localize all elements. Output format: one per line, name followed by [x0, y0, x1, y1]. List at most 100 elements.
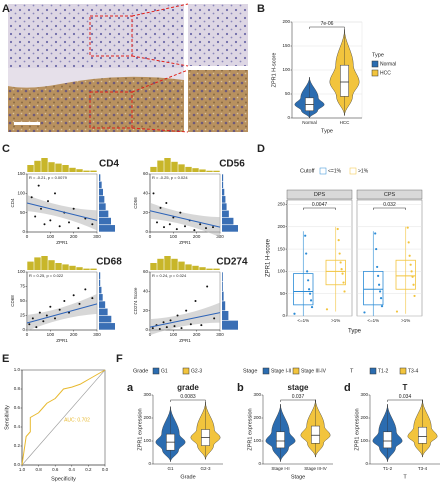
y-tick-label: 0 [258, 461, 261, 466]
box [325, 259, 346, 286]
point [193, 229, 196, 232]
box [340, 64, 349, 97]
panel-label: A [2, 3, 10, 15]
x-tick-label: 100 [170, 234, 178, 239]
histogram-bar [222, 320, 238, 330]
histology-stroma [8, 68, 184, 88]
point [49, 219, 52, 222]
point [212, 226, 214, 229]
histogram-bar [222, 181, 224, 189]
y-tick-label: 0.2 [14, 443, 21, 448]
histogram-bar [99, 188, 103, 196]
y-tick-label: 0.4 [14, 424, 21, 429]
histogram-bar [222, 291, 224, 301]
x-tick-label: 200 [193, 332, 201, 337]
point [54, 317, 56, 320]
legend-title: Type [372, 52, 384, 58]
x-axis-title: ZPR1 [56, 240, 68, 245]
y-tick-label: 200 [360, 415, 368, 420]
significance-bracket [387, 399, 423, 402]
histogram-bar [222, 281, 223, 292]
histogram-bar [27, 165, 34, 172]
correlation-label: R = -0.25, p = 0.024 [152, 175, 188, 180]
histogram-bar [222, 203, 227, 210]
point [43, 223, 46, 226]
x-tick-label: T3-4 [418, 466, 428, 471]
y-tick-label: 100 [360, 438, 368, 443]
legend-label: G1 [161, 368, 168, 374]
histogram-bar [185, 264, 192, 270]
point [308, 292, 312, 295]
point [30, 196, 33, 199]
panel-label: B [257, 3, 265, 15]
legend-label: Stage III-IV [301, 368, 327, 374]
point [38, 311, 41, 314]
histogram-bar [99, 308, 108, 316]
point [72, 294, 75, 297]
histogram-bar [150, 166, 157, 172]
point [338, 252, 341, 255]
y-tick-label: 75 [20, 284, 26, 289]
x-tick-label: <=1% [297, 318, 309, 323]
legend-swatch [292, 367, 300, 375]
y-tick-label: 200 [143, 415, 151, 420]
legend-label: <=1% [328, 168, 342, 174]
point [184, 225, 186, 228]
histogram-bar [99, 217, 111, 225]
x-tick-label: >1% [331, 318, 340, 323]
x-tick-label: T1-2 [383, 466, 393, 471]
zoom-guides [89, 3, 189, 133]
point [158, 328, 161, 331]
strip [286, 189, 353, 200]
legend-swatch [371, 60, 379, 68]
histogram-bar [55, 263, 62, 270]
point [194, 300, 197, 302]
histogram-bar [222, 174, 224, 181]
histogram-bar [34, 160, 41, 172]
histogram-bar [171, 258, 178, 270]
p-value: 0.037 [292, 394, 305, 400]
p-value: 7e-06 [321, 21, 334, 27]
y-tick-label: 50 [285, 91, 291, 96]
point [47, 200, 49, 203]
point [169, 319, 172, 322]
y-axis-title: Sensitivity [4, 405, 10, 430]
point [163, 226, 165, 229]
point [310, 305, 314, 309]
point [91, 223, 94, 226]
point [410, 270, 413, 273]
zoom-line [131, 127, 189, 133]
strip [356, 189, 423, 200]
chart-title: CD4 [99, 159, 119, 170]
box [363, 270, 384, 306]
point [306, 270, 309, 273]
roc-curve [21, 369, 106, 466]
point [412, 283, 415, 286]
point [309, 299, 313, 302]
x-tick-label: Normal [302, 120, 317, 125]
y-tick-label: 150 [282, 43, 290, 48]
point [40, 207, 42, 210]
histogram-bar [222, 188, 225, 196]
histogram-bar [99, 210, 109, 218]
x-tick-label: HCC [340, 120, 350, 125]
point [408, 254, 411, 257]
y-tick-label: 0 [22, 229, 25, 234]
x-axis-title: ZPR1 [179, 338, 191, 343]
box [276, 431, 285, 449]
point [58, 225, 61, 228]
correlation-label: R = -0.21, p = 0.0079 [29, 175, 68, 180]
point [58, 308, 61, 311]
histogram-bar [27, 261, 34, 270]
histogram-bar [222, 310, 229, 321]
y-axis-title: ZPR1 expression [137, 408, 143, 450]
confidence-band [27, 195, 97, 231]
y-tick-label: 0 [145, 327, 148, 332]
legend-swatch [371, 69, 379, 77]
histogram-bar [90, 170, 97, 172]
histogram-bar [83, 268, 90, 270]
x-tick-label: 0 [26, 234, 29, 239]
point [151, 327, 154, 330]
histogram-bar [99, 301, 106, 308]
y-tick-label: 1.0 [14, 367, 21, 372]
